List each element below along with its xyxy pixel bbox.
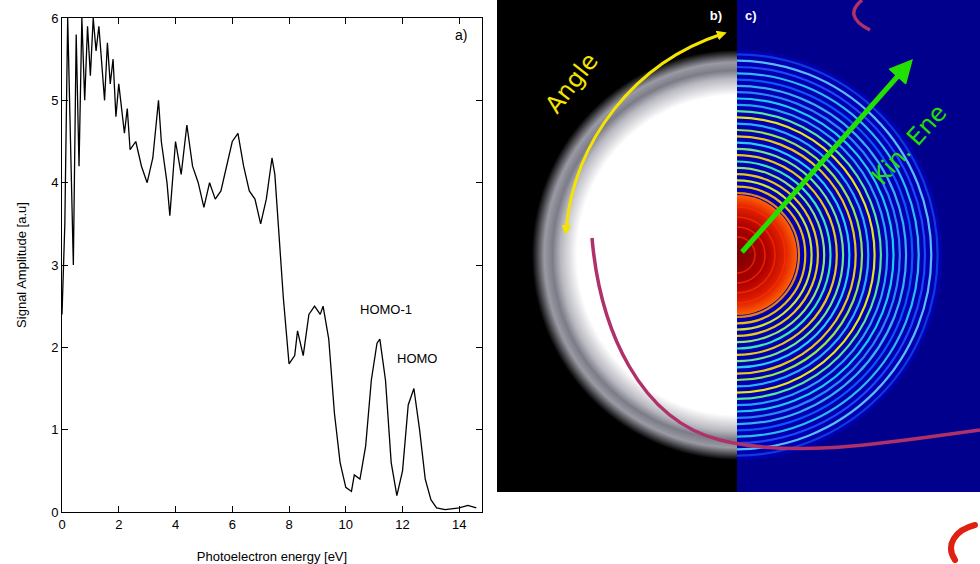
svg-text:4: 4: [51, 175, 58, 190]
svg-text:14: 14: [452, 517, 466, 532]
svg-text:Kin. Ene: Kin. Ene: [866, 99, 952, 191]
svg-text:1: 1: [51, 422, 58, 437]
svg-text:4: 4: [172, 517, 179, 532]
svg-text:8: 8: [285, 517, 292, 532]
svg-text:12: 12: [395, 517, 409, 532]
svg-text:5: 5: [51, 93, 58, 108]
svg-text:Photoelectron energy [eV]: Photoelectron energy [eV]: [197, 549, 347, 564]
svg-text:Angle: Angle: [540, 48, 604, 119]
svg-text:6: 6: [51, 11, 58, 26]
svg-text:0: 0: [58, 517, 65, 532]
svg-text:6: 6: [229, 517, 236, 532]
svg-text:a): a): [455, 27, 467, 43]
svg-text:10: 10: [339, 517, 353, 532]
svg-text:0: 0: [51, 505, 58, 520]
svg-text:HOMO-1: HOMO-1: [360, 302, 412, 317]
svg-text:Signal Amplitude [a.u]: Signal Amplitude [a.u]: [14, 202, 29, 328]
svg-text:2: 2: [51, 340, 58, 355]
svg-text:b): b): [710, 8, 722, 23]
svg-text:HOMO: HOMO: [397, 351, 437, 366]
svg-text:2: 2: [115, 517, 122, 532]
svg-text:3: 3: [51, 258, 58, 273]
svg-text:c): c): [745, 8, 757, 23]
